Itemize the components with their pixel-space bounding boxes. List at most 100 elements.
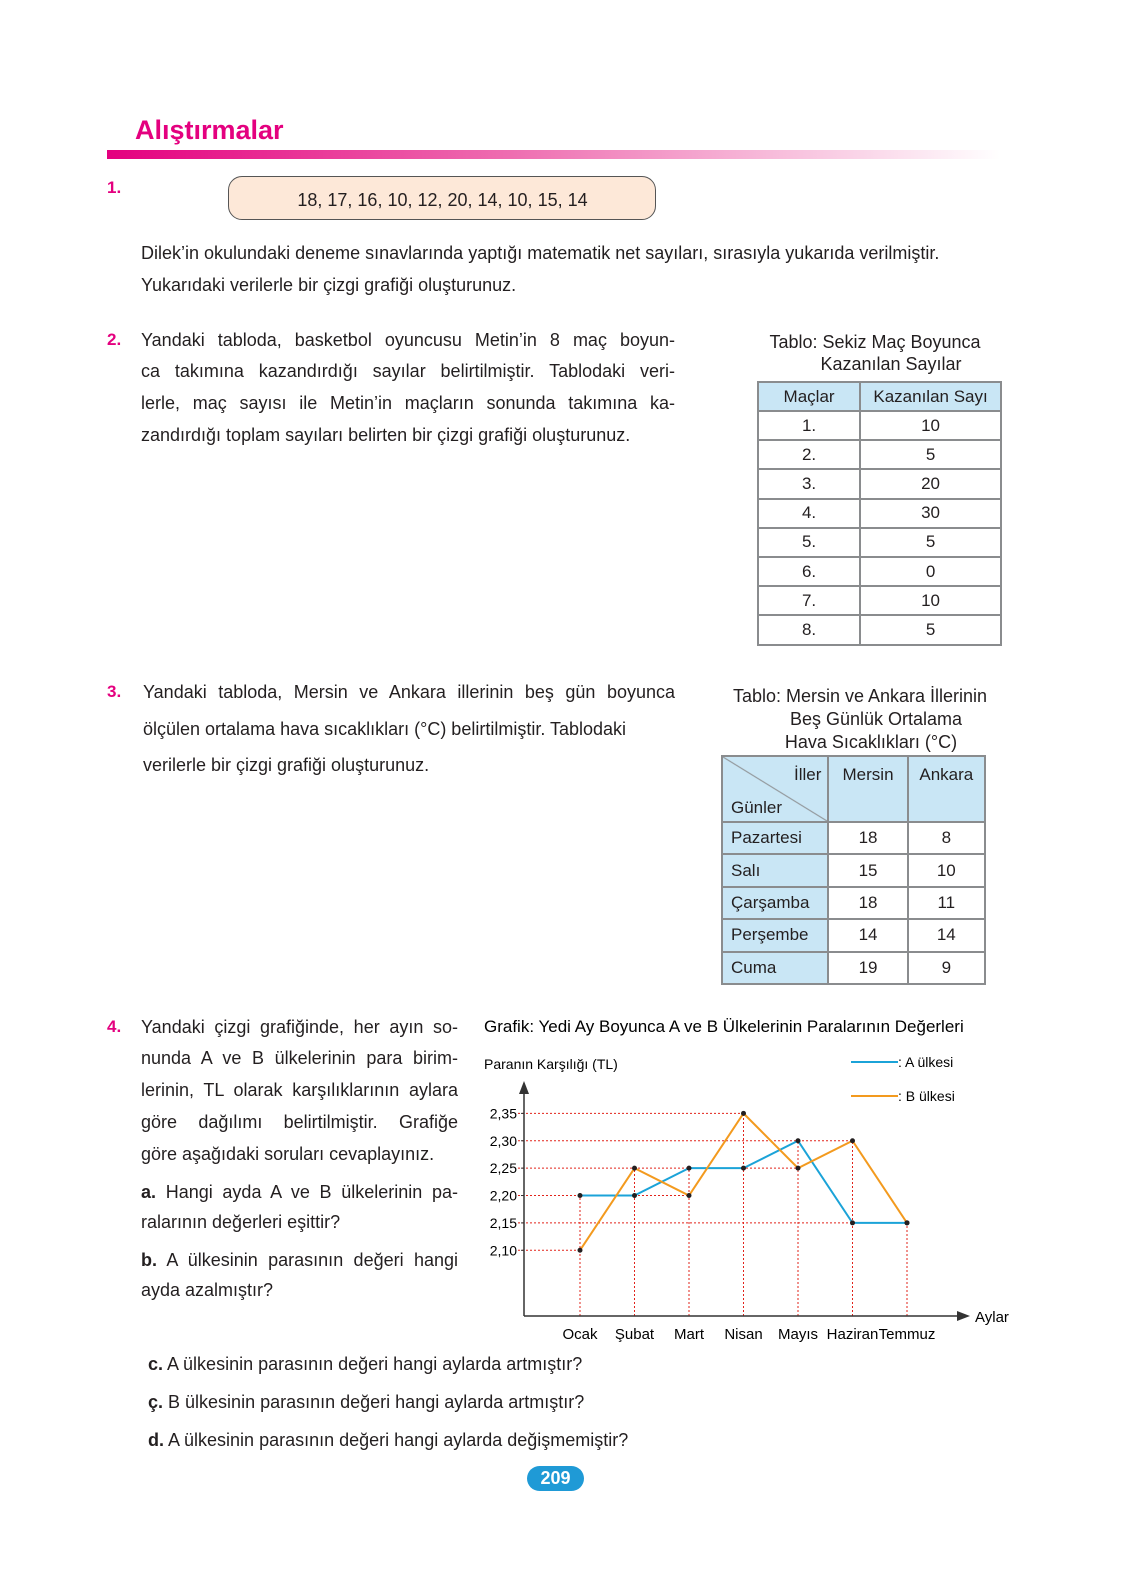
data-point — [850, 1220, 855, 1226]
text-line: göre dağılımı belirtilmiştir. Grafiğe — [141, 1112, 458, 1132]
data-point — [795, 1138, 801, 1144]
exercise-number: 2. — [107, 330, 122, 349]
y-tick-label: 2,25 — [490, 1160, 517, 1176]
row-header: Cuma — [720, 950, 830, 985]
x-tick-label: Temmuz — [879, 1326, 936, 1343]
question: c. A ülkesinin parasının değeri hangi ay… — [148, 1353, 582, 1375]
text-line: Yandaki tabloda, Mersin ve Ankara illeri… — [143, 682, 675, 702]
table-row: 5. 5 — [756, 526, 1002, 558]
question: d. A ülkesinin parasının değeri hangi ay… — [148, 1429, 628, 1451]
row-header: Perşembe — [720, 918, 830, 953]
question-text: ralarının değerleri eşittir? — [141, 1212, 341, 1232]
x-tick-label: Mayıs — [778, 1326, 818, 1343]
question: ç. B ülkesinin parasının değeri hangi ay… — [148, 1391, 584, 1413]
text-line: Yandaki tabloda, basketbol oyuncusu Meti… — [141, 330, 675, 350]
table-title: Beş Günlük Ortalama — [789, 709, 963, 729]
x-tick-label: Şubat — [615, 1326, 655, 1343]
table-header: Ankara — [906, 755, 987, 823]
table-title: Tablo: Mersin ve Ankara İllerinin — [732, 686, 988, 706]
question-text: Hangi ayda A ve B ülkelerinin pa- — [165, 1182, 458, 1202]
table-row: Çarşamba 18 11 — [720, 885, 987, 921]
text-line: nunda A ve B ülkelerinin para birim- — [141, 1048, 458, 1068]
table-row: 7. 10 — [756, 585, 1002, 617]
legend-label: : B ülkesi — [898, 1088, 955, 1104]
table-cell: 5. — [756, 526, 862, 558]
series-line — [579, 1111, 908, 1251]
data-point — [795, 1165, 801, 1171]
table-row: Perşembe 14 14 — [720, 918, 987, 953]
question-label: a. — [141, 1182, 157, 1202]
y-axis-label: Paranın Karşılığı (TL) — [484, 1056, 618, 1072]
corner-label: İller — [794, 765, 822, 784]
text-line: Dilek’in okulundaki deneme sınavlarında … — [141, 243, 940, 263]
table-cell: 6. — [756, 555, 862, 588]
table-row: İller Günler Mersin Ankara — [720, 755, 987, 823]
x-tick-label: Ocak — [562, 1326, 598, 1343]
y-tick-label: 2,15 — [490, 1215, 517, 1231]
exercise-number: 3. — [107, 682, 122, 701]
x-tick-label: Mart — [674, 1326, 705, 1343]
table-title: Tablo: Sekiz Maç Boyunca — [769, 332, 981, 352]
text-line: göre aşağıdaki soruları cevaplayınız. — [141, 1144, 435, 1164]
text-line: Yandaki çizgi grafiğinde, her ayın so- — [141, 1017, 458, 1037]
y-axis-arrow — [519, 1081, 529, 1094]
table-row: 6. 0 — [756, 555, 1002, 588]
table-row: Cuma 19 9 — [720, 950, 987, 985]
table-cell: 14 — [906, 918, 987, 953]
table-cell: 9 — [906, 950, 987, 985]
row-header: Salı — [720, 853, 830, 888]
question-text: A ülkesinin parasının değeri hangi — [166, 1250, 458, 1270]
text-line: lerle, maç sayısı ile Metin’in maçların … — [141, 393, 675, 413]
x-axis-label: Aylar — [975, 1309, 1009, 1326]
table-cell: 1. — [756, 409, 862, 442]
row-header: Pazartesi — [720, 820, 830, 856]
x-tick-label: Haziran — [827, 1326, 879, 1343]
table-row: 8. 5 — [756, 614, 1002, 646]
x-axis-arrow — [957, 1311, 970, 1321]
text-line: ca takımına kazandırdığı sayılar belirti… — [141, 361, 675, 381]
table-cell: 5 — [859, 439, 1002, 471]
question: a. Hangi ayda A ve B ülkelerinin pa- — [141, 1181, 458, 1203]
table-cell: 4. — [756, 497, 862, 529]
table-header: Kazanılan Sayı — [859, 381, 1002, 412]
data-point — [850, 1138, 855, 1144]
table-title: Hava Sıcaklıkları (°C) — [784, 732, 958, 752]
page-number: 209 — [527, 1466, 584, 1491]
text-line: ölçülen ortalama hava sıcaklıkları (°C) … — [143, 719, 627, 739]
table-cell: 3. — [756, 468, 862, 500]
table-corner: İller Günler — [720, 755, 830, 823]
data-box-text: 18, 17, 16, 10, 12, 20, 14, 10, 15, 14 — [297, 190, 588, 210]
text-line: zandırdığı toplam sayıları belirten bir … — [141, 425, 631, 445]
text-line: lerinin, TL olarak karşılıklarının aylar… — [141, 1080, 458, 1100]
table-header: Maçlar — [756, 381, 862, 412]
text-line: Yukarıdaki verilerle bir çizgi grafiği o… — [141, 275, 517, 295]
table-cell: 18 — [827, 820, 909, 856]
question-text: A ülkesinin parasının değeri hangi aylar… — [167, 1354, 583, 1374]
text-line: verilerle bir çizgi grafiği oluşturunuz. — [143, 755, 430, 775]
data-point — [632, 1193, 637, 1199]
table-cell: 20 — [859, 468, 1002, 500]
table-row: 1. 10 — [756, 409, 1002, 442]
table-cell: 5 — [859, 526, 1002, 558]
data-point — [686, 1165, 692, 1171]
row-header: Çarşamba — [720, 885, 830, 921]
table-row: Pazartesi 18 8 — [720, 820, 987, 856]
data-point — [741, 1110, 746, 1116]
question-text: B ülkesinin parasının değeri hangi aylar… — [168, 1392, 585, 1412]
table-cell: 8. — [756, 614, 862, 646]
table-cell: 10 — [906, 853, 987, 888]
table-cell: 10 — [859, 585, 1002, 617]
data-point — [686, 1193, 692, 1199]
chart-title: Grafik: Yedi Ay Boyunca A ve B Ülkelerin… — [484, 1017, 964, 1036]
table-cell: 10 — [859, 409, 1002, 442]
question-label: c. — [148, 1354, 164, 1374]
question: b. A ülkesinin parasının değeri hangi — [141, 1249, 458, 1271]
title-bar — [107, 150, 1000, 159]
table: Maçlar Kazanılan Sayı 1. 10 2. 5 3. 20 4. 30 5. 5 6.… — [756, 381, 1002, 646]
x-tick-label: Nisan — [724, 1326, 762, 1343]
question-text: A ülkesinin parasının değeri hangi aylar… — [168, 1430, 629, 1450]
table-header: Mersin — [827, 755, 909, 823]
data-point — [904, 1220, 910, 1226]
table-row: Maçlar Kazanılan Sayı — [756, 381, 1002, 412]
